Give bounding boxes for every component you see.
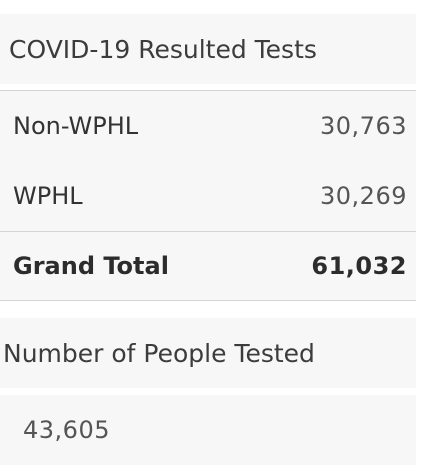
row-value-non-wphl: 30,763 [320,112,407,140]
resulted-tests-title: COVID-19 Resulted Tests [0,14,416,84]
table-row-non-wphl[interactable]: Non-WPHL 30,763 [0,91,416,161]
row-label-wphl: WPHL [13,182,83,210]
row-label-non-wphl: Non-WPHL [13,112,139,140]
table-row-grand-total[interactable]: Grand Total 61,032 [0,231,416,301]
people-tested-title: Number of People Tested [0,318,416,388]
people-tested-value[interactable]: 43,605 [0,395,416,465]
resulted-tests-table: Non-WPHL 30,763 WPHL 30,269 Grand Total … [0,90,416,301]
grand-total-label: Grand Total [13,252,169,280]
grand-total-value: 61,032 [311,252,407,280]
table-row-wphl[interactable]: WPHL 30,269 [0,161,416,231]
row-value-wphl: 30,269 [320,182,407,210]
